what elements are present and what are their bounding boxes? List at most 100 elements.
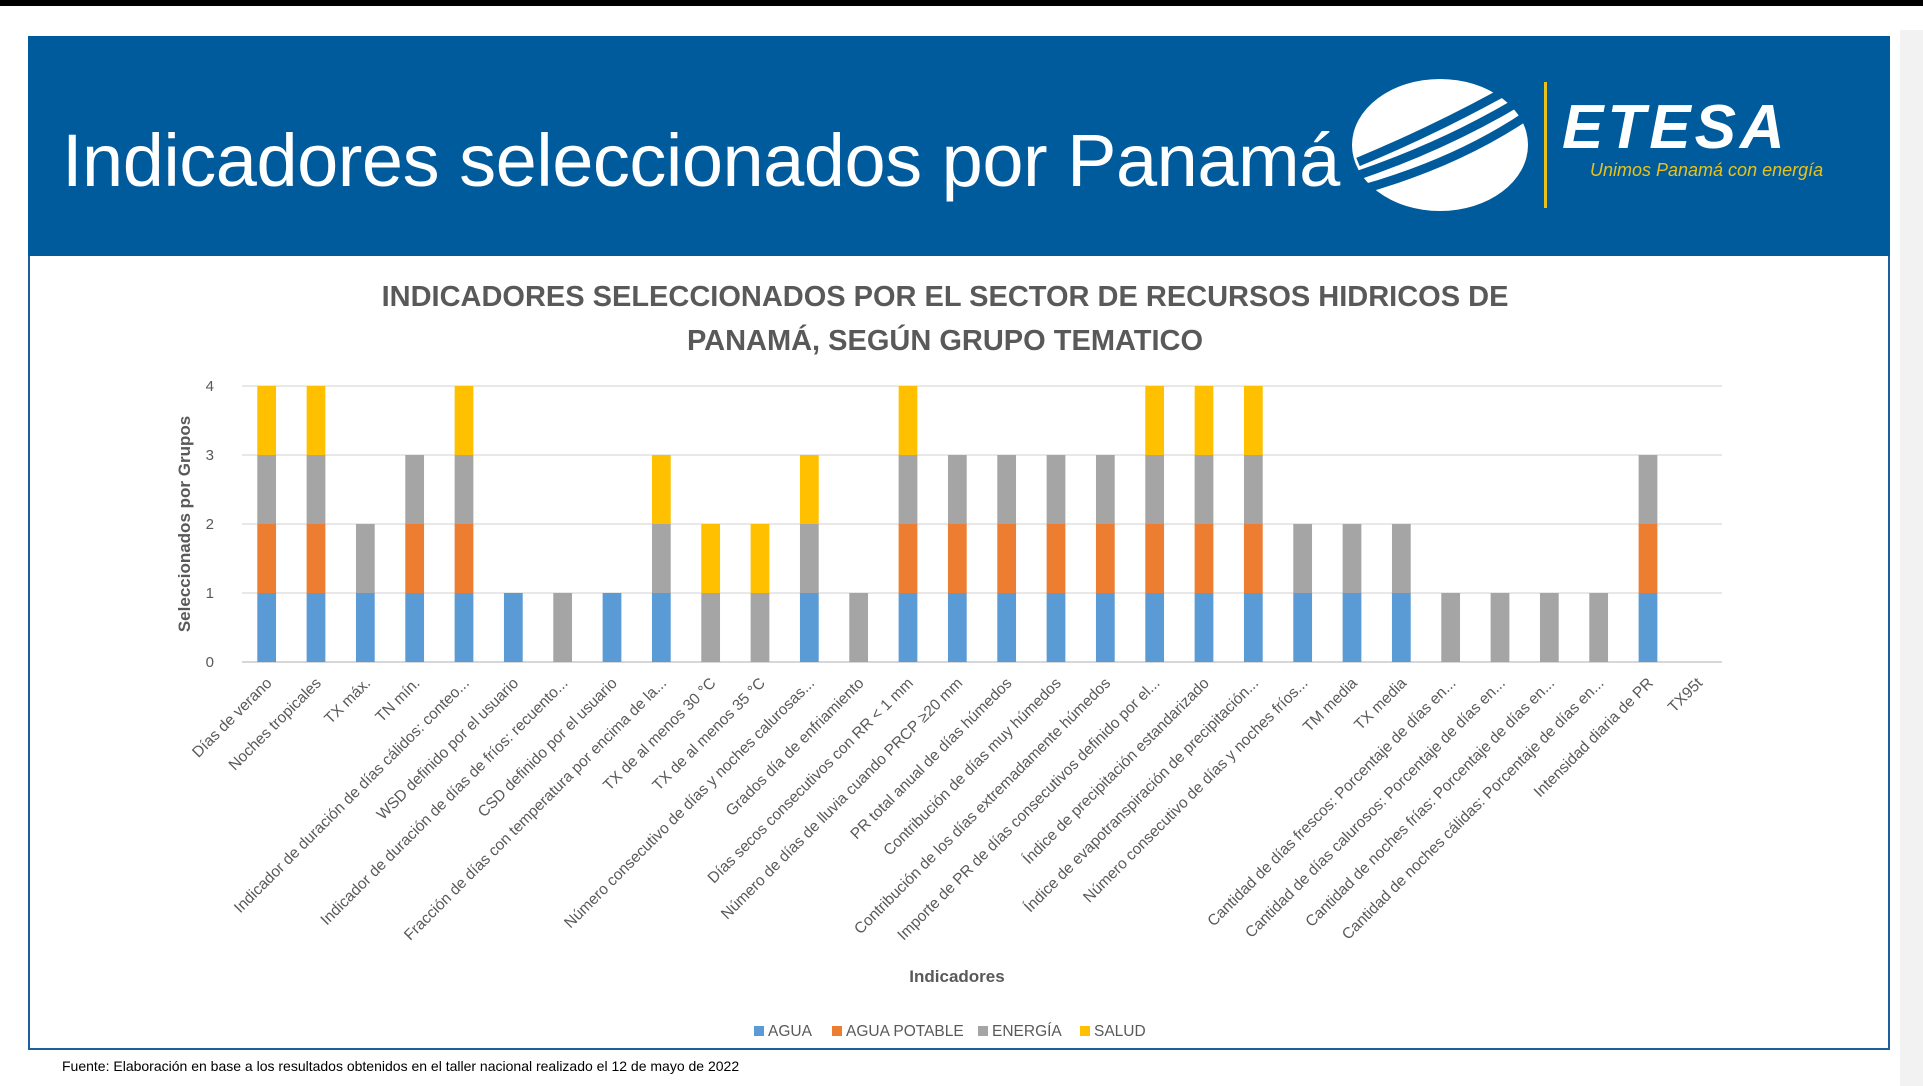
legend-swatch [754,1026,764,1036]
x-tick-label: TN mín. [372,675,423,726]
bar-segment [1490,593,1510,662]
bar-segment [454,455,474,524]
slide-title: Indicadores seleccionados por Panamá [62,119,1340,202]
top-border-strip [0,0,1923,6]
bar-segment [799,524,819,593]
bar-segment [1145,524,1165,593]
bar-segment [651,455,671,524]
bar-segment [898,593,918,662]
bar-segment [1293,593,1313,662]
legend-label: SALUD [1094,1023,1146,1040]
y-tick-label: 0 [206,654,214,671]
x-tick-label: Indicador de duración de días cálidos: c… [231,675,473,917]
bar-segment [1046,455,1066,524]
bar-segment [1243,455,1263,524]
bar-segment [799,455,819,524]
bar-segment [1194,593,1214,662]
x-tick-label: Número consecutivo de días y noches frío… [1080,675,1311,906]
bar-segment [1243,524,1263,593]
bar-segment [651,593,671,662]
y-tick-label: 1 [206,585,214,602]
bar-segment [1638,455,1658,524]
bar-segment [1095,524,1115,593]
bar-segment [454,386,474,455]
bar-segment [1145,455,1165,524]
bar-segment [257,524,277,593]
legend-swatch [832,1026,842,1036]
chart-title-line: INDICADORES SELECCIONADOS POR EL SECTOR … [382,281,1509,313]
bar-segment [257,386,277,455]
bar-segment [355,524,375,593]
bar-segment [750,524,770,593]
source-note: Fuente: Elaboración en base a los result… [62,1058,740,1074]
bar-segment [454,593,474,662]
logo-globe-icon: ETESA [1352,79,1789,211]
bar-segment [1243,386,1263,455]
legend-label: AGUA [768,1023,813,1040]
bar-segment [1046,593,1066,662]
bar-segment [1194,524,1214,593]
bar-segment [849,593,869,662]
bar-segment [997,524,1017,593]
bar-segment [701,593,721,662]
bar-segment [997,593,1017,662]
bar-segment [1194,386,1214,455]
x-tick-label: TX máx. [321,675,374,728]
bar-segment [1441,593,1461,662]
bar-segment [947,593,967,662]
bar-segment [750,593,770,662]
x-tick-label: Índice de evapotranspiración de precipit… [1021,675,1262,916]
bar-segment [947,455,967,524]
bar-segment [1638,593,1658,662]
stacked-bar-chart: INDICADORES SELECCIONADOS POR EL SECTOR … [175,281,1722,1040]
x-axis-label: Indicadores [909,967,1004,986]
bar-segment [1293,524,1313,593]
bar-segment [1589,593,1609,662]
logo-divider [1544,82,1547,208]
bar-segment [898,386,918,455]
y-tick-label: 4 [206,378,214,395]
bar-segment [1243,593,1263,662]
bar-segment [553,593,573,662]
bar-segment [1638,524,1658,593]
bar-segment [503,593,523,662]
bar-segment [1145,593,1165,662]
bar-segment [799,593,819,662]
bar-segment [1095,593,1115,662]
x-tick-label: TX95t [1665,674,1707,716]
bar-segment [257,593,277,662]
logo-wordmark: ETESA [1562,93,1789,162]
window-edge [1900,30,1923,1086]
legend-swatch [1080,1026,1090,1036]
bar-segment [1539,593,1559,662]
x-tick-label: Noches tropicales [226,675,325,774]
legend-label: AGUA POTABLE [846,1023,964,1040]
bar-segment [701,524,721,593]
header-band [28,36,1890,256]
y-tick-label: 2 [206,516,214,533]
company-logo: ETESA [1340,70,1860,220]
bar-segment [997,455,1017,524]
bar-segment [257,455,277,524]
bar-segment [1046,524,1066,593]
bar-segment [1342,593,1362,662]
bar-segment [306,455,326,524]
bar-segment [405,593,425,662]
bar-segment [306,386,326,455]
bar-segment [1342,524,1362,593]
bar-segment [355,593,375,662]
legend-label: ENERGÍA [992,1023,1062,1040]
bar-segment [1095,455,1115,524]
bar-segment [898,455,918,524]
bar-segment [947,524,967,593]
logo-tagline: Unimos Panamá con energía [1590,160,1824,180]
y-axis-label: Seleccionados por Grupos [175,416,194,632]
bar-segment [306,524,326,593]
x-tick-label: TM media [1300,675,1361,736]
x-tick-label: Contribución de días muy húmedos [880,675,1065,860]
bar-segment [602,593,622,662]
y-tick-label: 3 [206,447,214,464]
bar-segment [1145,386,1165,455]
bar-segment [405,524,425,593]
bar-segment [1194,455,1214,524]
